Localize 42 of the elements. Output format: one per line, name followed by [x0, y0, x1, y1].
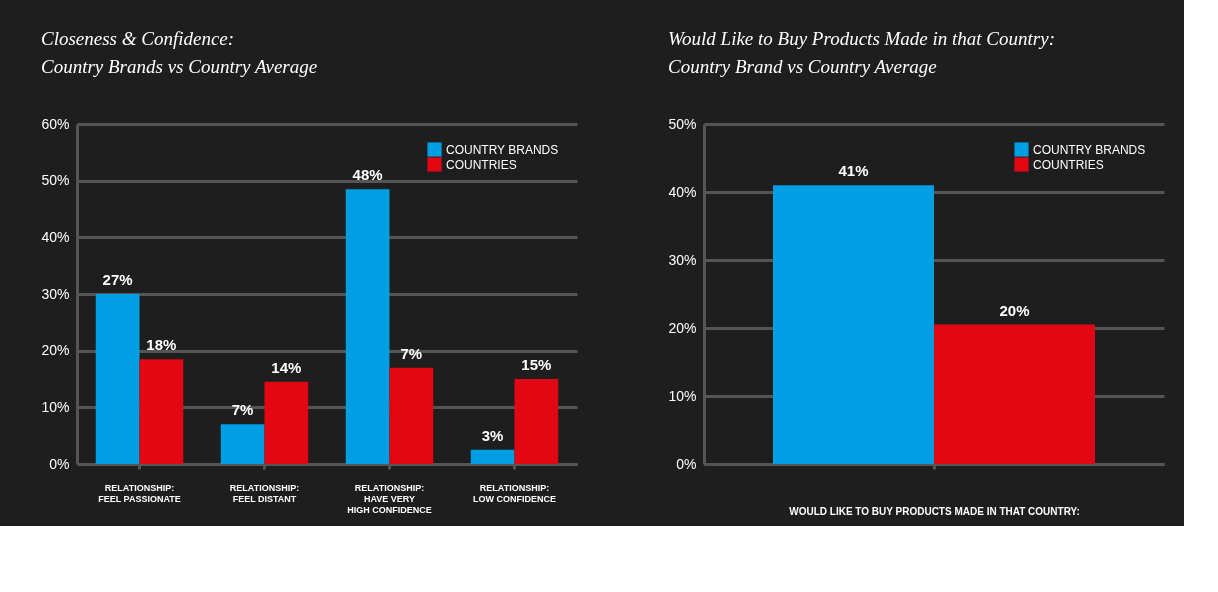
bar [389, 367, 434, 464]
bar [139, 359, 184, 464]
x-tick-label: RELATIONSHIP: FEEL PASSIONATE [98, 482, 181, 504]
data-label: 20% [999, 301, 1030, 319]
y-tick-label: 40% [41, 228, 70, 245]
bar [95, 294, 140, 464]
chart-title: Closeness & Confidence: Country Brands vs Country Average [40, 28, 318, 77]
legend-label: COUNTRY BRANDS [1033, 142, 1146, 157]
y-tick-label: 10% [41, 398, 70, 415]
bar [514, 379, 559, 464]
legend-label: COUNTRIES [1033, 157, 1104, 172]
y-tick-label: 0% [676, 455, 697, 472]
bar [470, 449, 515, 464]
y-tick-label: 30% [668, 251, 697, 268]
data-label: 3% [481, 426, 504, 444]
x-axis-title: WOULD LIKE TO BUY PRODUCTS MADE IN THAT COUNTRY: [789, 505, 1080, 517]
legend-label: COUNTRIES [446, 157, 517, 172]
y-tick-label: 20% [41, 342, 70, 359]
y-tick-label: 10% [668, 387, 697, 404]
y-tick-label: 60% [41, 115, 70, 132]
data-label: 15% [521, 356, 552, 373]
y-tick-label: 0% [49, 455, 70, 472]
y-tick-label: 40% [668, 183, 697, 200]
annotation: 7% [400, 344, 423, 362]
y-tick-label: 30% [41, 285, 70, 302]
y-tick-label: 50% [41, 172, 70, 189]
y-tick-label: 50% [668, 115, 697, 132]
data-label: 41% [838, 162, 869, 180]
x-tick-label: RELATIONSHIP: LOW CONFIDENCE [473, 482, 556, 504]
data-label: 48% [352, 166, 383, 184]
data-label: 18% [146, 336, 177, 354]
data-label: 14% [271, 358, 302, 376]
y-tick-label: 20% [668, 319, 697, 336]
bar [345, 189, 390, 464]
data-label: 7% [231, 401, 254, 419]
legend-label: COUNTRY BRANDS [446, 142, 559, 157]
x-tick-label: RELATIONSHIP: FEEL DISTANT [229, 482, 300, 504]
bar [220, 424, 265, 464]
annotation: 27% [102, 271, 133, 288]
chart-title: Would Like to Buy Products Made in that Country: Country Brand vs Country Average [667, 28, 1055, 77]
bar [264, 381, 309, 464]
x-tick-label: RELATIONSHIP: HAVE VERY HIGH CONFIDENCE [347, 482, 432, 515]
